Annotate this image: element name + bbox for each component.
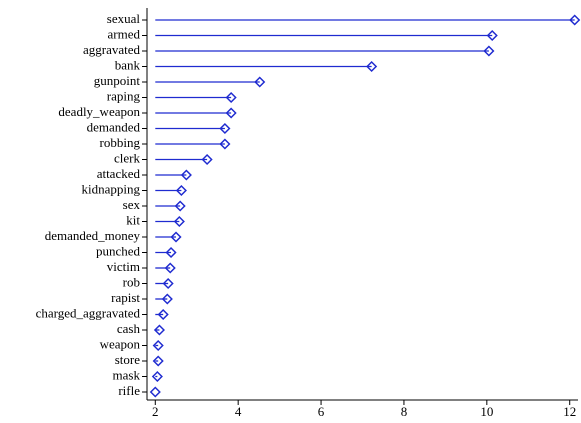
y-tick-label: demanded_money [45, 228, 141, 243]
y-tick-label: weapon [100, 336, 141, 351]
marker [201, 153, 213, 166]
y-tick-label: store [115, 352, 141, 367]
marker [149, 386, 161, 398]
x-tick-label: 4 [235, 404, 242, 419]
y-tick-label: kit [126, 212, 140, 227]
y-tick-label: rapist [111, 290, 140, 305]
y-tick-label: sex [123, 197, 141, 212]
y-tick-label: bank [115, 57, 141, 72]
marker [225, 107, 237, 119]
y-tick-label: victim [107, 259, 140, 274]
marker [162, 277, 174, 290]
marker [254, 76, 266, 88]
y-tick-label: punched [96, 243, 141, 258]
marker [165, 246, 177, 259]
y-tick-label: cash [117, 321, 141, 336]
x-tick-label: 8 [401, 404, 408, 419]
y-tick-label: raping [107, 88, 141, 103]
marker [569, 14, 581, 26]
y-tick-label: gunpoint [94, 73, 141, 88]
y-tick-label: attacked [97, 166, 141, 181]
marker [486, 29, 498, 42]
y-tick-label: sexual [107, 11, 141, 26]
x-tick-label: 10 [480, 404, 493, 419]
marker [152, 339, 164, 352]
marker [173, 215, 185, 228]
y-tick-label: kidnapping [82, 181, 141, 196]
marker [219, 138, 231, 150]
x-tick-label: 12 [563, 404, 576, 419]
marker [366, 60, 378, 73]
x-tick-label: 2 [152, 404, 159, 419]
marker [170, 231, 182, 243]
marker [174, 200, 186, 212]
y-tick-label: rifle [118, 383, 140, 398]
marker [151, 370, 163, 383]
y-tick-label: clerk [114, 150, 140, 165]
marker [157, 308, 169, 321]
marker [153, 324, 165, 336]
marker [152, 355, 164, 367]
y-tick-label: armed [108, 26, 141, 41]
marker [161, 293, 173, 305]
y-tick-label: robbing [100, 135, 141, 150]
marker [483, 45, 495, 57]
marker [164, 262, 176, 274]
marker [225, 91, 237, 104]
marker [175, 184, 187, 197]
y-tick-label: deadly_weapon [58, 104, 140, 119]
y-tick-label: rob [123, 274, 140, 289]
x-tick-label: 6 [318, 404, 325, 419]
y-tick-label: mask [113, 367, 141, 382]
marker [219, 122, 231, 135]
y-tick-label: aggravated [83, 42, 141, 57]
y-tick-label: demanded [87, 119, 141, 134]
marker [180, 169, 192, 181]
y-tick-label: charged_aggravated [36, 305, 141, 320]
